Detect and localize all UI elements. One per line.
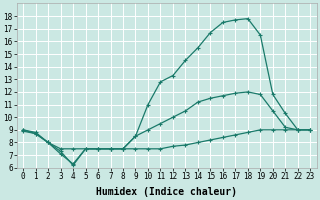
X-axis label: Humidex (Indice chaleur): Humidex (Indice chaleur) <box>96 186 237 197</box>
